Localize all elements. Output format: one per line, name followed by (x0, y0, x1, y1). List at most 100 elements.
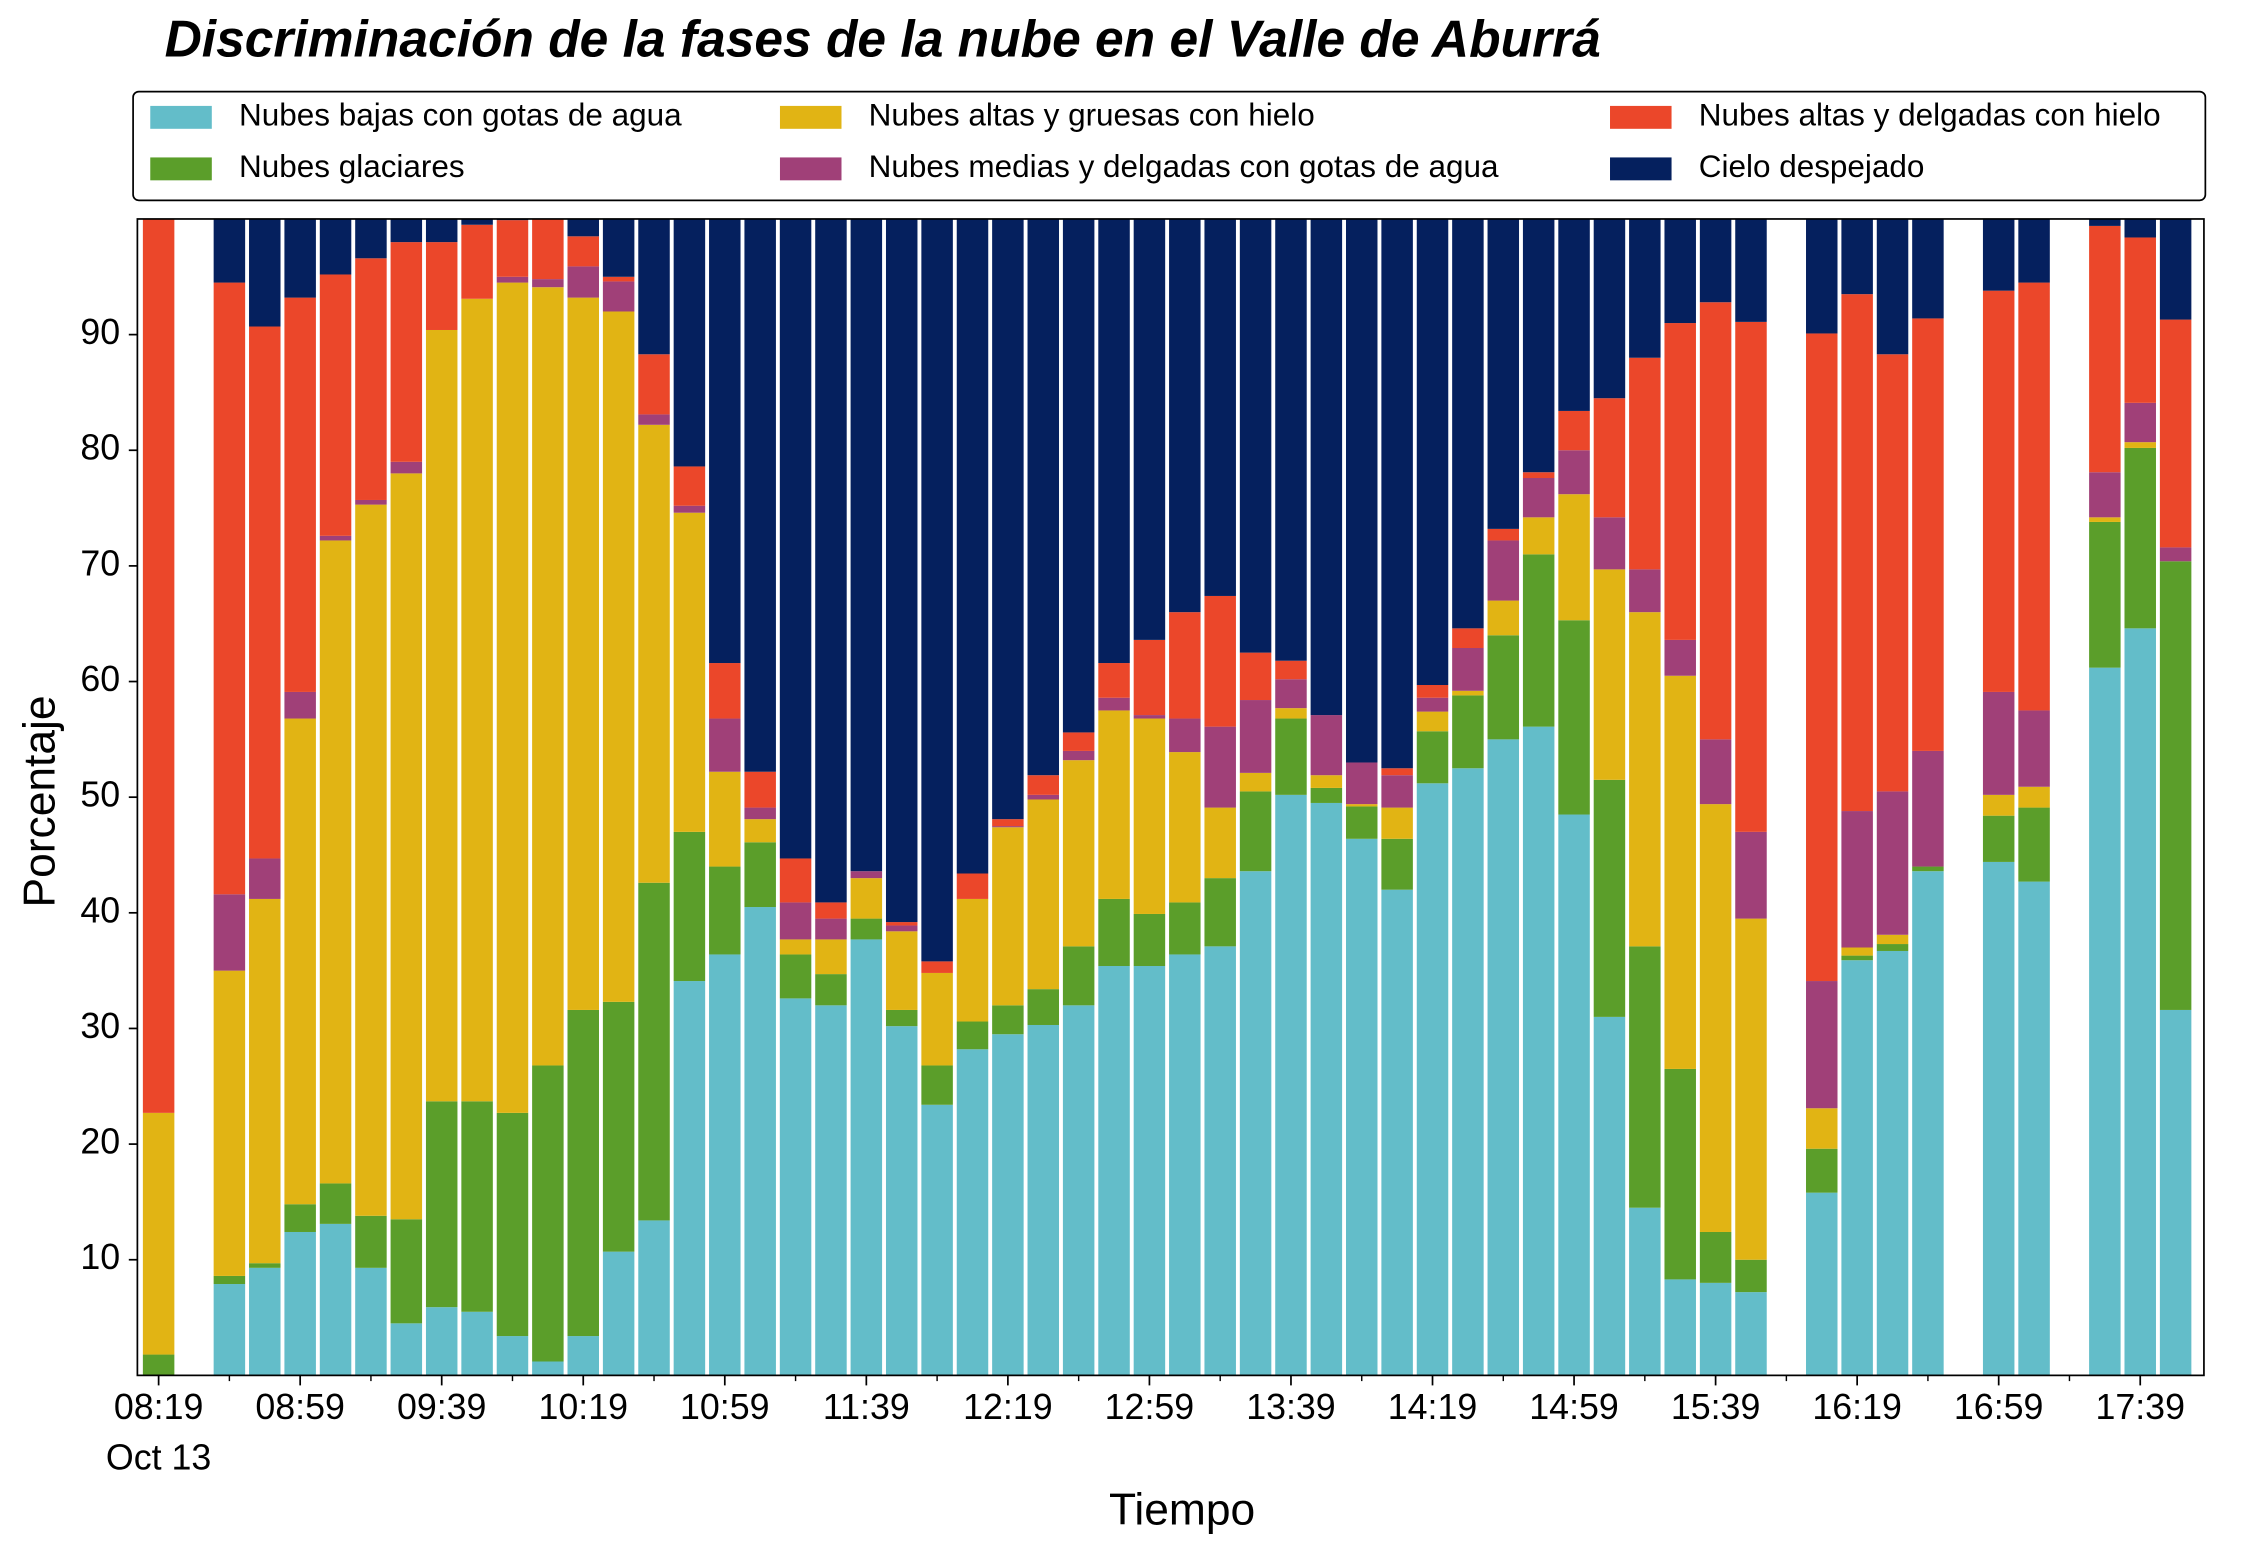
bar-segment (1629, 357, 1661, 570)
bar-segment (815, 218, 847, 903)
bar-segment (744, 907, 776, 1376)
bar-segment (355, 258, 387, 500)
bar-segment (1487, 635, 1520, 740)
bar-segment (921, 972, 953, 1066)
bar-segment (1558, 814, 1590, 1376)
bar-segment (461, 224, 493, 299)
bar-segment (1275, 660, 1307, 680)
bar-segment (1204, 595, 1236, 727)
bar-segment (1982, 218, 2015, 291)
y-tick-label: 40 (80, 890, 120, 930)
x-tick-label: 15:39 (1671, 1387, 1761, 1427)
bar-segment (709, 663, 741, 719)
bar-segment (638, 1220, 670, 1376)
bar-segment (1735, 1259, 1767, 1293)
legend-swatch (1610, 105, 1672, 129)
bar-segment (390, 1323, 423, 1376)
legend-swatch (779, 157, 842, 181)
bar-segment (1062, 760, 1095, 947)
bar-segment (390, 1219, 423, 1324)
bar-segment (1982, 290, 2015, 692)
bar-segment (1912, 866, 1944, 872)
bar-segment (284, 1231, 316, 1376)
bar-segment (1133, 639, 1166, 716)
bar-segment (390, 461, 423, 474)
legend-label: Cielo despejado (1699, 149, 1925, 184)
bar-segment (425, 329, 458, 1102)
bar-segment (1204, 878, 1236, 947)
bar-segment (1841, 955, 1873, 961)
bar-segment (709, 218, 741, 664)
bar-segment (249, 858, 281, 899)
bar-segment (1239, 772, 1272, 792)
bar-segment (532, 1065, 564, 1362)
bar-segment (1522, 472, 1555, 479)
bar-segment (1593, 779, 1626, 1017)
bar-segment (602, 1001, 635, 1252)
bar-segment (2018, 218, 2050, 283)
chart-title: Discriminación de la fases de la nube en… (165, 10, 1601, 68)
bar-segment (1133, 218, 1166, 640)
bar-segment (1062, 732, 1095, 751)
bar-segment (673, 831, 706, 982)
bar-segment (2159, 561, 2192, 1010)
bar-segment (1027, 794, 1060, 800)
bar-segment (956, 1021, 989, 1050)
bar-segment (638, 414, 670, 425)
bar-segment (461, 1101, 493, 1312)
bar-segment (1027, 989, 1060, 1025)
bar-segment (1416, 731, 1449, 784)
bar-segment (1841, 218, 1873, 295)
x-tick-label: 12:19 (963, 1387, 1053, 1427)
bar-segment (390, 473, 423, 1220)
bar-segment (567, 1336, 599, 1376)
bar-segment (284, 718, 316, 1205)
bar-segment (1452, 690, 1484, 696)
bar-segment (956, 218, 989, 874)
bar-segment (1876, 791, 1909, 935)
bar-segment (2018, 881, 2050, 1376)
bar-segment (956, 873, 989, 899)
bar-segment (355, 1267, 387, 1376)
bar-segment (213, 894, 246, 971)
bar-segment (1629, 946, 1661, 1208)
bar-segment (1664, 1068, 1696, 1280)
bar-segment (1487, 540, 1520, 601)
bar-segment (1204, 726, 1236, 808)
bar-segment (1699, 804, 1732, 1232)
legend-label: Nubes medias y delgadas con gotas de agu… (869, 149, 1499, 184)
bar-segment (213, 1275, 246, 1285)
x-tick-label: 10:19 (538, 1387, 628, 1427)
bar-segment (709, 718, 741, 772)
bar-segment (249, 898, 281, 1264)
bar-segment (1027, 799, 1060, 990)
bar-segment (1169, 218, 1201, 613)
bar-segment (532, 218, 564, 280)
bar-segment (1806, 1108, 1838, 1149)
bar-segment (1416, 711, 1449, 732)
x-tick-label: 11:39 (823, 1387, 910, 1427)
bar-segment (1452, 695, 1484, 769)
x-tick-label: 13:39 (1246, 1387, 1336, 1427)
bar-segment (815, 939, 847, 975)
legend-swatch (1610, 157, 1672, 181)
bar-segment (1558, 410, 1590, 451)
legend-label: Nubes glaciares (239, 149, 465, 184)
bar-segment (1239, 652, 1272, 701)
bar-segment (850, 878, 883, 919)
bar-segment (1275, 218, 1307, 661)
bar-segment (2089, 667, 2121, 1376)
bar-segment (496, 220, 529, 277)
bar-segment (1027, 1024, 1060, 1376)
bar-segment (1345, 806, 1378, 839)
y-tick-label: 80 (80, 428, 120, 468)
bar-segment (1169, 718, 1201, 753)
bar-segment (284, 218, 316, 298)
bar-segment (2018, 807, 2050, 882)
bar-segment (461, 1311, 493, 1376)
bar-segment (1841, 811, 1873, 948)
bar-segment (602, 218, 635, 277)
bar-segment (885, 931, 918, 1010)
bar-segment (1522, 517, 1555, 555)
bar-segment (921, 1065, 953, 1105)
